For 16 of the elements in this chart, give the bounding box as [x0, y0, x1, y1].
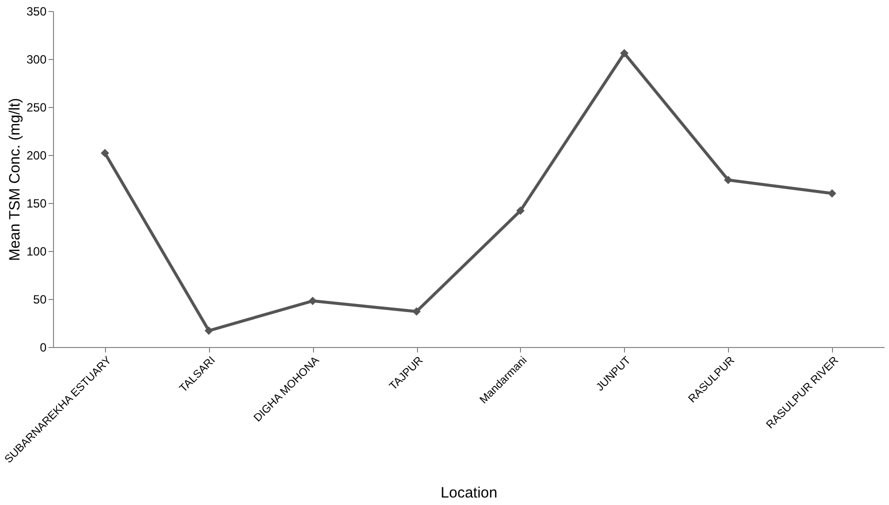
x-axis-title: Location: [440, 484, 498, 502]
y-tick-label: 350: [26, 4, 47, 18]
point: [100, 148, 110, 158]
y-tick-label: 300: [26, 52, 47, 66]
point: [516, 206, 525, 215]
point: [308, 296, 317, 306]
point: [724, 176, 732, 184]
y-tick-label: 0: [40, 340, 47, 354]
point: [204, 326, 213, 335]
y-tick-label: 150: [26, 196, 47, 210]
y-tick-label: 250: [26, 100, 47, 114]
y-axis-title: Mean TSM Conc. (mg/lt): [6, 98, 24, 262]
y-tick-label: 50: [33, 292, 47, 306]
point: [620, 49, 628, 58]
y-tick-label: 200: [26, 148, 47, 162]
y-tick-label: 100: [26, 244, 47, 258]
